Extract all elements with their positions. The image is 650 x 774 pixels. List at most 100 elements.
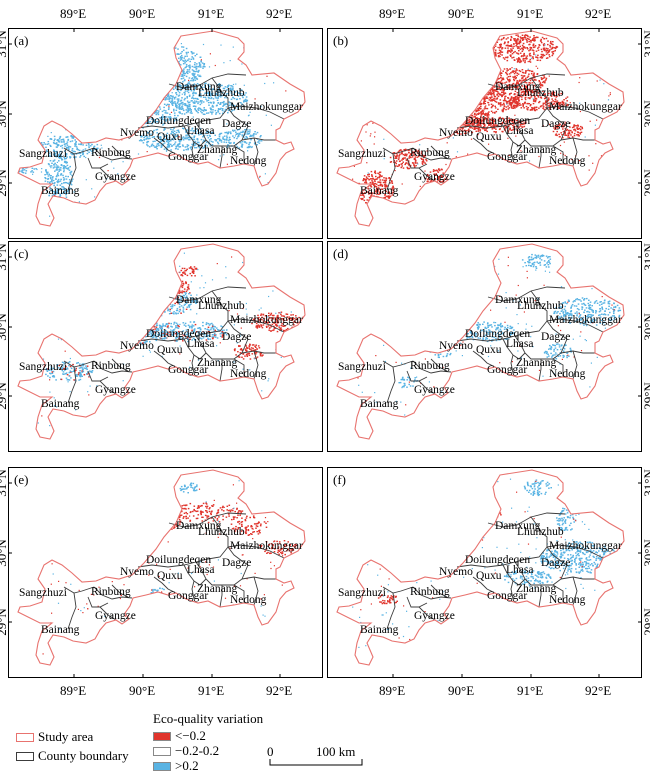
county-label-bainang: Bainang (41, 185, 80, 197)
lat-tick-label: 30°N (0, 539, 9, 567)
county-label-nyemo: Nyemo (120, 340, 154, 352)
class-mid-swatch (153, 747, 171, 756)
county-label-dagze: Dagze (222, 557, 251, 569)
county-label-dagze: Dagze (222, 331, 251, 343)
lon-tick-label: 91°E (517, 683, 543, 698)
study-area-swatch (16, 733, 34, 742)
county-label-rinbung: Rinbung (91, 147, 131, 159)
legend-title: Eco-quality variation (153, 711, 263, 727)
class-mid-label: −0.2-0.2 (175, 743, 219, 759)
county-label-gyangze: Gyangze (95, 610, 136, 622)
lat-tick-label: 30°N (0, 313, 9, 341)
class-pos-label: >0.2 (175, 758, 199, 774)
county-label-gyangze: Gyangze (95, 384, 136, 396)
county-label-maizhokunggar: Maizhokunggar (230, 314, 303, 326)
county-label-gyangze: Gyangze (414, 171, 455, 183)
lat-tick-label: 31°N (0, 243, 9, 271)
lon-tick-label: 92°E (585, 6, 611, 21)
county-label-quxu: Quxu (157, 570, 183, 582)
county-label-bainang: Bainang (41, 624, 80, 636)
lat-tick-label: 30°N (0, 100, 9, 128)
map-svg: DamxungLhunzhubMaizhokunggarDoilungdeqen… (327, 467, 642, 698)
county-label-sangzhuzi: Sangzhuzi (338, 148, 386, 160)
county-label-lhunzhub: Lhunzhub (517, 87, 564, 99)
lat-tick-label: 31°N (641, 469, 650, 497)
county-label-lhunzhub: Lhunzhub (198, 300, 245, 312)
county-label-quxu: Quxu (157, 131, 183, 143)
county-label-nedong: Nedong (549, 368, 586, 380)
county-label-lhasa: Lhasa (506, 125, 533, 137)
county-label-quxu: Quxu (157, 344, 183, 356)
lat-tick-label: 31°N (0, 469, 9, 497)
county-label-quxu: Quxu (476, 570, 502, 582)
county-label-dagze: Dagze (541, 557, 570, 569)
county-label-rinbung: Rinbung (410, 360, 450, 372)
county-label-bainang: Bainang (360, 398, 399, 410)
county-label-dagze: Dagze (541, 331, 570, 343)
county-label-sangzhuzi: Sangzhuzi (19, 587, 67, 599)
panel-label: (f) (333, 472, 346, 487)
county-label-lhunzhub: Lhunzhub (198, 526, 245, 538)
county-label-lhunzhub: Lhunzhub (198, 87, 245, 99)
county-label-nedong: Nedong (230, 368, 267, 380)
county-label-gyangze: Gyangze (414, 384, 455, 396)
lon-tick-label: 89°E (379, 683, 405, 698)
study-area-label: Study area (38, 729, 93, 745)
lon-tick-label: 90°E (448, 6, 474, 21)
county-label-sangzhuzi: Sangzhuzi (338, 587, 386, 599)
lon-tick-label: 89°E (60, 6, 86, 21)
map-svg: DamxungLhunzhubMaizhokunggarDoilungdeqen… (327, 28, 642, 239)
county-label-gonggar: Gonggar (168, 590, 208, 602)
county-label-dagze: Dagze (222, 118, 251, 130)
county-label-nyemo: Nyemo (439, 340, 473, 352)
lat-tick-label: 29°N (0, 382, 9, 410)
county-boundary-label: County boundary (38, 748, 129, 764)
county-label-nyemo: Nyemo (120, 127, 154, 139)
lat-tick-label: 29°N (641, 382, 650, 410)
lon-tick-label: 90°E (448, 683, 474, 698)
county-label-sangzhuzi: Sangzhuzi (338, 361, 386, 373)
county-label-quxu: Quxu (476, 344, 502, 356)
county-label-nedong: Nedong (230, 594, 267, 606)
county-label-gonggar: Gonggar (487, 151, 527, 163)
map-svg: DamxungLhunzhubMaizhokunggarDoilungdeqen… (8, 241, 323, 452)
county-label-nedong: Nedong (230, 155, 267, 167)
county-label-gonggar: Gonggar (168, 364, 208, 376)
lat-tick-label: 30°N (641, 313, 650, 341)
lon-tick-label: 91°E (517, 6, 543, 21)
panel-label: (b) (333, 33, 348, 48)
county-label-gonggar: Gonggar (168, 151, 208, 163)
county-label-maizhokunggar: Maizhokunggar (549, 101, 622, 113)
lat-tick-label: 29°N (641, 608, 650, 636)
lon-tick-label: 89°E (60, 683, 86, 698)
county-label-maizhokunggar: Maizhokunggar (230, 540, 303, 552)
county-label-bainang: Bainang (360, 624, 399, 636)
lat-tick-label: 30°N (641, 100, 650, 128)
county-label-gonggar: Gonggar (487, 364, 527, 376)
class-neg-label: <−0.2 (175, 728, 206, 744)
county-label-rinbung: Rinbung (91, 360, 131, 372)
county-label-nyemo: Nyemo (120, 566, 154, 578)
panel-label: (a) (14, 33, 28, 48)
county-label-quxu: Quxu (476, 131, 502, 143)
map-svg: DamxungLhunzhubMaizhokunggarDoilungdeqen… (8, 467, 323, 698)
county-label-nedong: Nedong (549, 594, 586, 606)
lat-tick-label: 31°N (641, 243, 650, 271)
panel-label: (c) (14, 246, 28, 261)
county-label-bainang: Bainang (41, 398, 80, 410)
county-label-gyangze: Gyangze (414, 610, 455, 622)
county-label-maizhokunggar: Maizhokunggar (549, 540, 622, 552)
lat-tick-label: 29°N (0, 169, 9, 197)
county-boundary-swatch (16, 752, 34, 761)
county-label-gonggar: Gonggar (487, 590, 527, 602)
lat-tick-label: 31°N (0, 30, 9, 58)
county-label-rinbung: Rinbung (410, 586, 450, 598)
lat-tick-label: 30°N (641, 539, 650, 567)
lon-tick-label: 90°E (129, 683, 155, 698)
